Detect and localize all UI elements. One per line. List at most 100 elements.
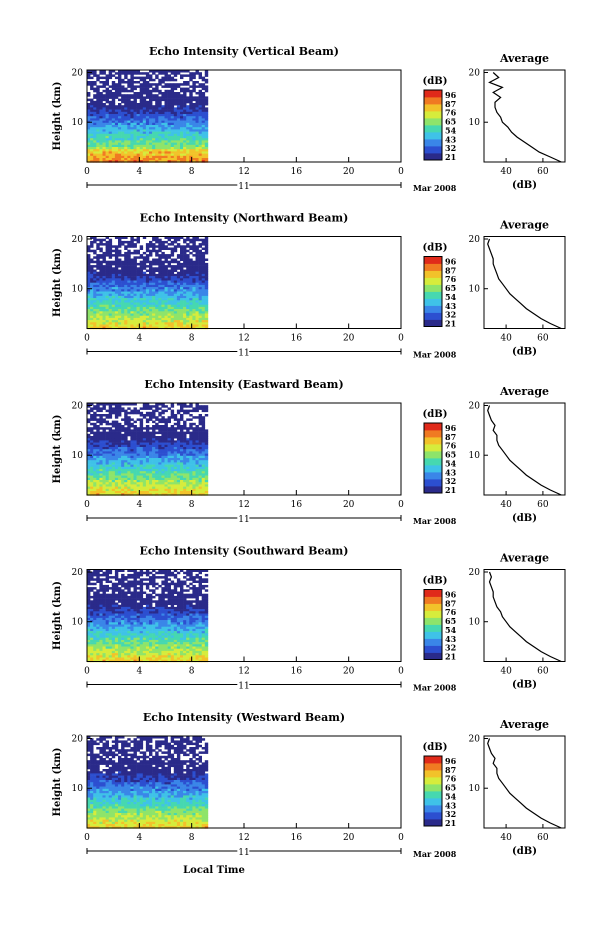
- heatmap-cell: [127, 306, 131, 310]
- heatmap-cell: [201, 587, 206, 590]
- heatmap-cell: [127, 584, 131, 588]
- heatmap-cell: [201, 315, 206, 319]
- heatmap-cell: [152, 311, 156, 314]
- heatmap-cell: [155, 298, 159, 301]
- x-tick-label: 0: [398, 500, 404, 510]
- heatmap-cell: [136, 304, 140, 308]
- heatmap-cell: [99, 70, 103, 73]
- heatmap-cell: [149, 304, 153, 308]
- heatmap-cell: [170, 580, 175, 583]
- heatmap-cell: [118, 240, 122, 244]
- heatmap-cell: [136, 475, 140, 479]
- heatmap-cell: [155, 302, 159, 305]
- heatmap-cell: [142, 407, 147, 410]
- heatmap-cell: [133, 411, 137, 415]
- heatmap-cell: [108, 284, 113, 288]
- heatmap-cell: [121, 447, 125, 450]
- heatmap-cell: [176, 480, 181, 483]
- heatmap-cell: [173, 587, 178, 590]
- heatmap-cell: [87, 293, 91, 297]
- average-y-tick-label: 10: [469, 451, 481, 461]
- heatmap-cell: [180, 311, 184, 314]
- heatmap-cell: [149, 144, 153, 148]
- heatmap-cell: [90, 122, 94, 126]
- heatmap-cell: [96, 311, 100, 314]
- heatmap-cell: [99, 151, 103, 154]
- heatmap-cell: [90, 116, 94, 119]
- heatmap-cell: [149, 129, 153, 132]
- heatmap-cell: [127, 477, 131, 481]
- heatmap-cell: [192, 138, 196, 141]
- heatmap-cell: [133, 72, 137, 75]
- heatmap-cell: [102, 136, 106, 139]
- heatmap-cell: [161, 403, 165, 406]
- heatmap-cell: [164, 278, 168, 281]
- heatmap-cell: [189, 276, 193, 279]
- heatmap-cell: [133, 589, 137, 592]
- heatmap-cell: [108, 571, 113, 575]
- heatmap-cell: [186, 480, 190, 483]
- heatmap-cell: [108, 92, 113, 95]
- heatmap-cell: [114, 89, 119, 93]
- heatmap-cell: [183, 582, 187, 586]
- heatmap-cell: [114, 149, 119, 152]
- heatmap-cell: [93, 160, 97, 163]
- heatmap-cell: [96, 425, 100, 428]
- heatmap-cell: [164, 236, 168, 239]
- heatmap-cell: [204, 486, 209, 490]
- heatmap-cell: [111, 458, 116, 461]
- heatmap-cell: [87, 111, 91, 115]
- heatmap-cell: [198, 256, 202, 259]
- heatmap-cell: [167, 114, 171, 117]
- heatmap-cell: [158, 122, 162, 126]
- heatmap-cell: [158, 265, 162, 268]
- heatmap-cell: [195, 480, 199, 483]
- heatmap-cell: [136, 418, 140, 421]
- heatmap-cell: [142, 431, 147, 435]
- heatmap-cell: [173, 153, 178, 157]
- heatmap-cell: [96, 471, 100, 474]
- heatmap-cell: [102, 131, 106, 135]
- heatmap-cell: [183, 120, 187, 124]
- heatmap-cell: [152, 326, 156, 330]
- heatmap-cell: [155, 295, 159, 299]
- heatmap-cell: [204, 462, 209, 465]
- heatmap-cell: [87, 311, 91, 314]
- heatmap-cell: [204, 251, 209, 255]
- heatmap-cell: [102, 444, 106, 448]
- heatmap-cell: [142, 458, 147, 461]
- heatmap-cell: [139, 300, 144, 303]
- heatmap-cell: [145, 598, 150, 601]
- heatmap-cell: [96, 120, 100, 124]
- heatmap-cell: [124, 111, 128, 115]
- heatmap-cell: [183, 142, 187, 146]
- heatmap-cell: [192, 416, 196, 419]
- heatmap-cell: [111, 587, 116, 590]
- heatmap-cell: [136, 580, 140, 583]
- heatmap-cell: [145, 127, 150, 130]
- heatmap-cell: [114, 317, 119, 321]
- heatmap-cell: [198, 276, 202, 279]
- heatmap-cell: [158, 105, 162, 108]
- heatmap-cell: [149, 295, 153, 299]
- heatmap-cell: [195, 291, 199, 294]
- heatmap-cell: [87, 153, 91, 157]
- heatmap-cell: [121, 418, 125, 421]
- heatmap-cell: [145, 593, 150, 597]
- heatmap-cell: [105, 140, 109, 143]
- heatmap-cell: [96, 573, 100, 577]
- heatmap-cell: [149, 96, 153, 99]
- heatmap-cell: [87, 74, 91, 77]
- heatmap-cell: [114, 300, 119, 303]
- heatmap-cell: [170, 78, 175, 82]
- heatmap-cell: [201, 475, 206, 479]
- heatmap-cell: [158, 133, 162, 137]
- heatmap-cell: [170, 488, 175, 492]
- heatmap-cell: [93, 269, 97, 272]
- heatmap-cell: [96, 125, 100, 128]
- heatmap-cell: [139, 473, 144, 476]
- heatmap-cell: [192, 431, 196, 435]
- heatmap-cell: [102, 486, 106, 490]
- heatmap-cell: [180, 158, 184, 161]
- heatmap-cell: [186, 315, 190, 319]
